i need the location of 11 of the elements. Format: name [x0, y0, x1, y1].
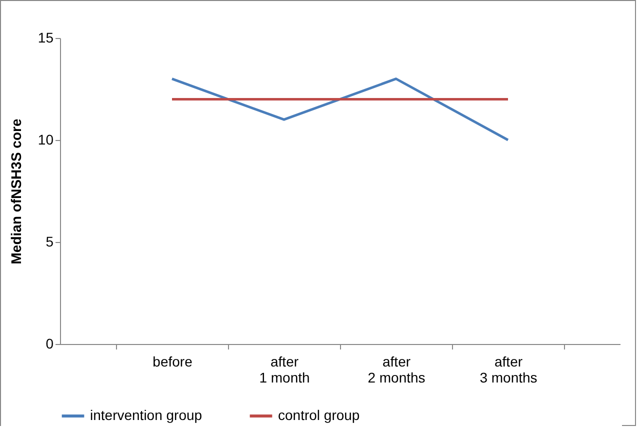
- x-tick-label: after 3 months: [480, 354, 538, 386]
- x-tick-label: before: [152, 354, 193, 370]
- x-tick-label: after 1 month: [259, 354, 310, 386]
- y-tick-label: 15: [38, 30, 54, 46]
- y-tick-label: 5: [46, 234, 54, 250]
- y-tick-label: 0: [46, 336, 54, 352]
- legend-label: control group: [278, 407, 360, 423]
- legend-label: intervention group: [90, 407, 202, 423]
- x-tick-label: after 2 months: [368, 354, 426, 386]
- y-axis-title: Median ofNSH3S core: [8, 118, 24, 264]
- y-tick-label: 10: [38, 132, 54, 148]
